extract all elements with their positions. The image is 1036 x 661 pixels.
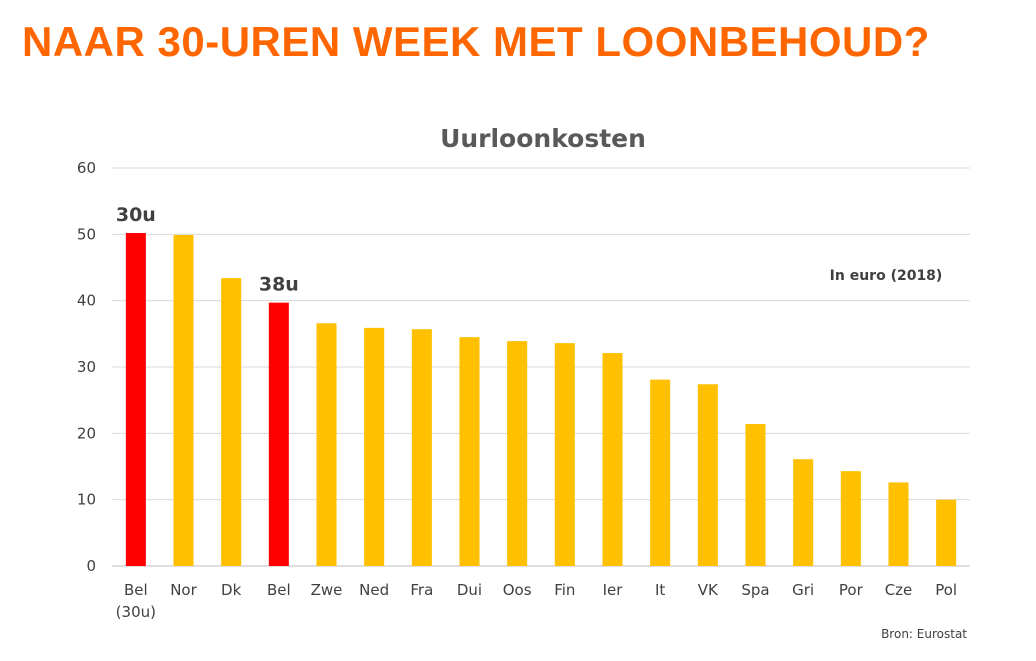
x-tick-label: Dk [221,581,242,599]
x-tick-label: Spa [741,581,769,599]
bar [936,499,957,566]
bar-annotation: 38u [259,274,299,296]
x-tick-label: It [655,581,665,599]
slide-title: NAAR 30-UREN WEEK MET LOONBEHOUD? [22,18,930,65]
bar [697,384,718,566]
bar [268,302,289,566]
annotations: 30u 38u [116,204,299,296]
x-tick-label: Fra [410,581,433,599]
y-tick-label: 50 [77,225,96,243]
bar [554,343,575,566]
gridlines [112,167,970,567]
bar [316,323,337,566]
y-tick-label: 40 [77,292,96,310]
x-tick-label: Ned [359,581,389,599]
x-tick-label: Por [839,581,864,599]
bars [125,233,957,567]
bar [221,278,242,566]
x-tick-label: Fin [554,581,575,599]
x-tick-label: Dui [457,581,482,599]
x-tick-label: Bel [267,581,291,599]
bar [840,471,861,566]
x-tick-label: VK [698,581,719,599]
x-tick-label: Zwe [311,581,343,599]
x-tick-label: Pol [935,581,957,599]
bar [173,234,194,566]
bar-annotation: 30u [116,204,156,226]
bar [411,329,432,566]
x-tick-label: Gri [792,581,814,599]
bar [507,341,528,566]
y-tick-label: 10 [77,491,96,509]
bar [793,459,814,566]
x-tick-label: Ier [603,581,624,599]
bar [650,379,671,566]
bar [745,424,766,566]
source-note: Bron: Eurostat [881,627,967,641]
bar [125,233,146,567]
bar [888,482,909,566]
bar [459,337,480,566]
bar [364,327,385,566]
x-tick-label: Nor [170,581,197,599]
chart-title: Uurloonkosten [440,124,646,153]
y-axis-ticks: 0 10 20 30 40 50 60 [77,159,96,575]
bar [602,353,623,566]
x-tick-label: Cze [885,581,913,599]
x-tick-label: Bel (30u) [116,581,156,621]
x-tick-label: Oos [503,581,532,599]
x-axis-ticks: Bel (30u) Nor Dk Bel Zwe Ned Fra Dui Oos Fin Ier It V… [116,581,957,621]
y-tick-label: 0 [86,557,96,575]
y-tick-label: 60 [77,159,96,177]
unit-note: In euro (2018) [830,268,943,284]
y-tick-label: 30 [77,358,96,376]
y-tick-label: 20 [77,424,96,442]
